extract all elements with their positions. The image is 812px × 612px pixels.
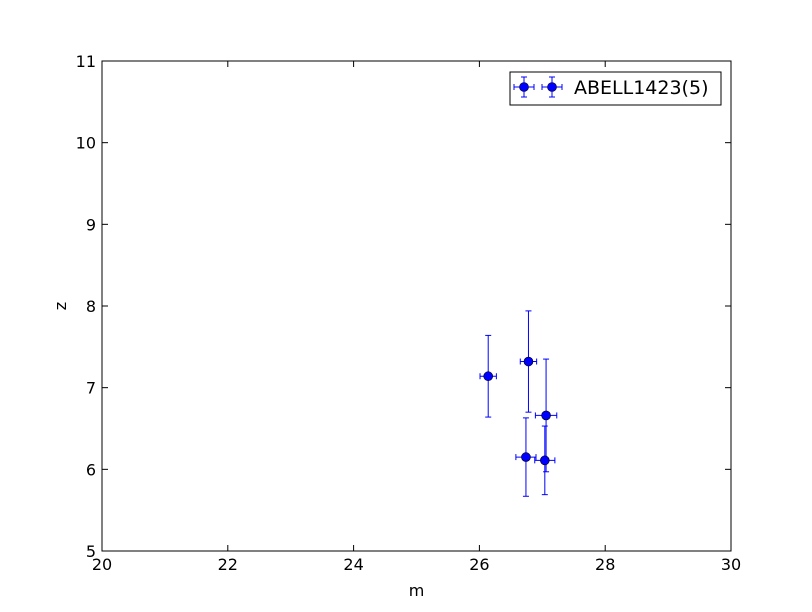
data-point — [534, 358, 558, 473]
legend: ABELL1423(5) — [509, 71, 722, 106]
x-axis-label: m — [409, 581, 425, 600]
marker-circle — [483, 371, 494, 382]
y-tick-label: 11 — [76, 52, 96, 71]
data-point — [519, 310, 538, 413]
y-tick-label: 7 — [86, 379, 96, 398]
y-tick-label: 9 — [86, 215, 96, 234]
y-axis-ticks — [102, 60, 731, 552]
legend-symbol — [513, 76, 535, 98]
marker-circle — [541, 410, 551, 421]
x-tick-label: 26 — [469, 555, 489, 574]
x-tick-label: 24 — [343, 555, 363, 574]
data-series — [479, 310, 558, 497]
x-tick-label: 30 — [721, 555, 741, 574]
y-tick-label: 10 — [76, 134, 96, 153]
x-tick-label: 20 — [92, 555, 112, 574]
marker-circle — [523, 356, 534, 367]
y-axis-label: z — [51, 302, 70, 310]
legend-marker — [513, 76, 563, 98]
legend-symbol — [541, 76, 563, 98]
data-point — [515, 417, 537, 497]
x-tick-label: 28 — [595, 555, 615, 574]
marker-circle — [521, 452, 531, 462]
x-tick-label: 22 — [218, 555, 238, 574]
legend-marker-circle — [547, 82, 557, 92]
y-tick-label: 5 — [86, 542, 96, 561]
y-axis-tick-labels: 5 6 7 8 9 10 11 — [76, 52, 96, 561]
legend-label: ABELL1423(5) — [574, 77, 708, 99]
plot-frame — [101, 60, 732, 552]
data-point — [534, 425, 556, 496]
x-axis-ticks — [101, 61, 732, 551]
legend-marker-circle — [519, 82, 529, 92]
data-point — [479, 334, 497, 418]
y-tick-label: 8 — [86, 297, 96, 316]
legend-box — [509, 71, 722, 106]
y-tick-label: 6 — [86, 460, 96, 479]
x-axis-tick-labels: 20 22 24 26 28 30 — [92, 555, 741, 574]
marker-circle — [540, 455, 550, 466]
